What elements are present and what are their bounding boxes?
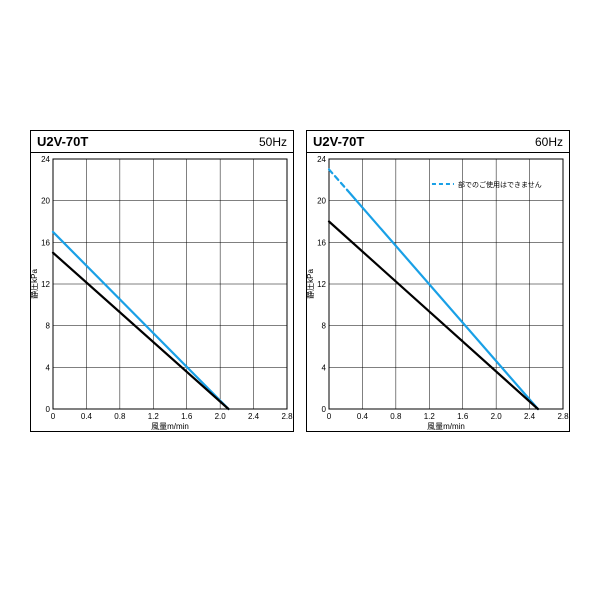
svg-text:0: 0 [322,405,327,414]
svg-text:1.2: 1.2 [424,412,436,421]
panel-title-bar: U2V-70T 60Hz [307,131,569,153]
svg-text:1.6: 1.6 [181,412,193,421]
plot-area: 0 0.4 0.8 1.2 1.6 2.0 2.4 2.8 0 4 8 12 16 20 24 風量m/min… [31,153,293,431]
svg-text:20: 20 [41,197,50,206]
svg-text:風量m/min: 風量m/min [427,422,465,431]
svg-text:16: 16 [317,238,326,247]
svg-text:12: 12 [317,280,326,289]
chart-panel-left: U2V-70T 50Hz 0 0.4 0.8 1.2 1.6 2.0 2.4 2.8 0 4 8 12 16… [30,130,294,432]
svg-text:0: 0 [46,405,51,414]
svg-text:16: 16 [41,238,50,247]
svg-text:2.4: 2.4 [524,412,536,421]
svg-text:1.2: 1.2 [148,412,160,421]
page: U2V-70T 50Hz 0 0.4 0.8 1.2 1.6 2.0 2.4 2.8 0 4 8 12 16… [0,0,600,600]
chart-svg: 0 0.4 0.8 1.2 1.6 2.0 2.4 2.8 0 4 8 12 16 20 24 風量m/min… [31,153,293,431]
panel-title-bar: U2V-70T 50Hz [31,131,293,153]
svg-text:2.0: 2.0 [215,412,227,421]
svg-text:0.4: 0.4 [357,412,369,421]
chart-svg: 0 0.4 0.8 1.2 1.6 2.0 2.4 2.8 0 4 8 12 16 20 24 風量m/min… [307,153,569,431]
svg-text:12: 12 [41,280,50,289]
svg-text:0: 0 [51,412,56,421]
svg-text:24: 24 [41,155,50,164]
svg-text:4: 4 [46,363,51,372]
svg-text:0.4: 0.4 [81,412,93,421]
panel-title-left: U2V-70T [313,134,364,149]
svg-text:24: 24 [317,155,326,164]
svg-text:20: 20 [317,197,326,206]
svg-text:2.8: 2.8 [557,412,569,421]
svg-text:2.4: 2.4 [248,412,260,421]
panel-title-left: U2V-70T [37,134,88,149]
svg-text:静圧kPa: 静圧kPa [31,269,39,299]
svg-text:1.6: 1.6 [457,412,469,421]
panel-title-right: 50Hz [259,135,287,149]
svg-text:0.8: 0.8 [390,412,402,421]
legend-text: 部でのご使用はできません [458,180,542,189]
svg-text:静圧kPa: 静圧kPa [307,269,315,299]
svg-text:風量m/min: 風量m/min [151,422,189,431]
svg-text:0: 0 [327,412,332,421]
panel-title-right: 60Hz [535,135,563,149]
chart-panel-right: U2V-70T 60Hz 0 0.4 0.8 1.2 1.6 2.0 2.4 2.8 0 4 8 12 16… [306,130,570,432]
svg-text:2.0: 2.0 [491,412,503,421]
svg-text:8: 8 [46,322,51,331]
svg-text:2.8: 2.8 [281,412,293,421]
plot-area: 0 0.4 0.8 1.2 1.6 2.0 2.4 2.8 0 4 8 12 16 20 24 風量m/min… [307,153,569,431]
svg-text:8: 8 [322,322,327,331]
svg-text:0.8: 0.8 [114,412,126,421]
svg-text:4: 4 [322,363,327,372]
